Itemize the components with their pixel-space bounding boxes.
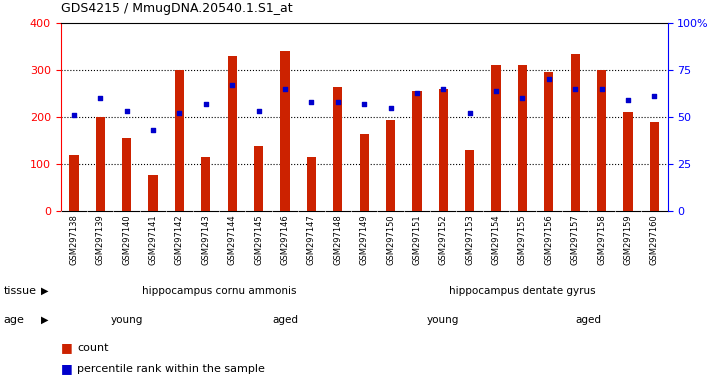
- Text: GSM297143: GSM297143: [201, 214, 211, 265]
- Text: young: young: [427, 314, 460, 325]
- Text: young: young: [111, 314, 143, 325]
- Text: GDS4215 / MmugDNA.20540.1.S1_at: GDS4215 / MmugDNA.20540.1.S1_at: [61, 2, 292, 15]
- Text: GSM297159: GSM297159: [623, 214, 633, 265]
- Point: [464, 110, 476, 116]
- Bar: [518, 65, 527, 211]
- Point: [570, 86, 581, 92]
- Text: GSM297147: GSM297147: [307, 214, 316, 265]
- Text: aged: aged: [575, 314, 601, 325]
- Bar: [122, 138, 131, 211]
- Text: percentile rank within the sample: percentile rank within the sample: [77, 364, 265, 374]
- Point: [596, 86, 608, 92]
- Text: GSM297144: GSM297144: [228, 214, 237, 265]
- Bar: [201, 157, 211, 211]
- Bar: [228, 56, 237, 211]
- Text: GSM297152: GSM297152: [439, 214, 448, 265]
- Point: [94, 95, 106, 101]
- Bar: [544, 73, 553, 211]
- Bar: [570, 54, 580, 211]
- Point: [174, 110, 185, 116]
- Text: GSM297153: GSM297153: [466, 214, 474, 265]
- Bar: [623, 113, 633, 211]
- Text: hippocampus dentate gyrus: hippocampus dentate gyrus: [449, 286, 595, 296]
- Bar: [438, 89, 448, 211]
- Point: [649, 93, 660, 99]
- Text: GSM297155: GSM297155: [518, 214, 527, 265]
- Text: GSM297149: GSM297149: [360, 214, 368, 265]
- Bar: [96, 117, 105, 211]
- Point: [491, 88, 502, 94]
- Text: GSM297141: GSM297141: [149, 214, 158, 265]
- Text: GSM297140: GSM297140: [122, 214, 131, 265]
- Bar: [175, 70, 184, 211]
- Text: ■: ■: [61, 341, 72, 354]
- Point: [332, 99, 343, 105]
- Bar: [149, 174, 158, 211]
- Text: GSM297156: GSM297156: [544, 214, 553, 265]
- Bar: [307, 157, 316, 211]
- Bar: [69, 155, 79, 211]
- Bar: [386, 121, 395, 211]
- Point: [543, 76, 555, 83]
- Text: GSM297154: GSM297154: [491, 214, 501, 265]
- Text: GSM297160: GSM297160: [650, 214, 659, 265]
- Point: [517, 95, 528, 101]
- Bar: [360, 134, 368, 211]
- Text: GSM297146: GSM297146: [281, 214, 289, 265]
- Bar: [597, 70, 606, 211]
- Point: [121, 108, 132, 114]
- Bar: [333, 86, 343, 211]
- Text: GSM297145: GSM297145: [254, 214, 263, 265]
- Text: GSM297151: GSM297151: [413, 214, 421, 265]
- Text: tissue: tissue: [4, 286, 36, 296]
- Text: GSM297148: GSM297148: [333, 214, 342, 265]
- Text: ▶: ▶: [41, 314, 49, 325]
- Bar: [412, 91, 421, 211]
- Text: age: age: [4, 314, 24, 325]
- Text: ▶: ▶: [41, 286, 49, 296]
- Point: [438, 86, 449, 92]
- Point: [623, 97, 634, 103]
- Point: [253, 108, 264, 114]
- Point: [200, 101, 211, 107]
- Point: [306, 99, 317, 105]
- Text: ■: ■: [61, 362, 72, 375]
- Bar: [491, 65, 501, 211]
- Bar: [650, 122, 659, 211]
- Text: GSM297157: GSM297157: [570, 214, 580, 265]
- Point: [226, 82, 238, 88]
- Bar: [281, 51, 290, 211]
- Text: GSM297158: GSM297158: [597, 214, 606, 265]
- Text: hippocampus cornu ammonis: hippocampus cornu ammonis: [142, 286, 296, 296]
- Bar: [254, 146, 263, 211]
- Point: [385, 104, 396, 111]
- Text: GSM297150: GSM297150: [386, 214, 395, 265]
- Point: [68, 112, 79, 118]
- Point: [411, 89, 423, 96]
- Text: GSM297138: GSM297138: [69, 214, 79, 265]
- Text: GSM297142: GSM297142: [175, 214, 184, 265]
- Bar: [465, 150, 474, 211]
- Text: GSM297139: GSM297139: [96, 214, 105, 265]
- Text: count: count: [77, 343, 109, 353]
- Text: aged: aged: [272, 314, 298, 325]
- Point: [147, 127, 159, 133]
- Point: [279, 86, 291, 92]
- Point: [358, 101, 370, 107]
